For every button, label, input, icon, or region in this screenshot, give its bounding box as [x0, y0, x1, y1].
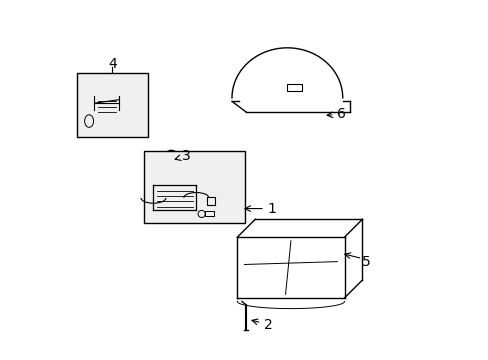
- Text: 5: 5: [361, 255, 369, 269]
- Text: 2: 2: [251, 318, 272, 332]
- Bar: [144, 152, 244, 223]
- Text: 3: 3: [175, 149, 190, 163]
- Bar: [205, 211, 214, 216]
- Text: 4: 4: [108, 57, 117, 71]
- Bar: [77, 73, 148, 137]
- Text: 6: 6: [326, 107, 346, 121]
- Text: 1: 1: [244, 202, 276, 216]
- Bar: [287, 84, 301, 91]
- Bar: [206, 197, 214, 205]
